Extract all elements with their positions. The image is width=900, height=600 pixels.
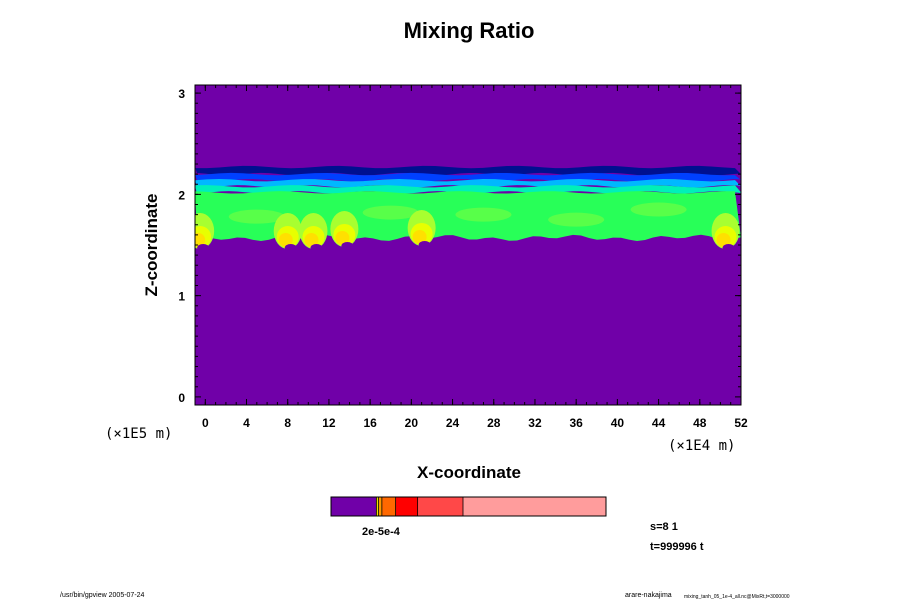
layer-band — [195, 178, 741, 188]
y-axis-unit: (×1E5 m) — [105, 426, 172, 442]
x-tick-label: 20 — [405, 416, 419, 430]
x-tick-label: 28 — [487, 416, 501, 430]
plume — [299, 213, 328, 252]
plume — [273, 213, 302, 252]
layer-band — [195, 185, 741, 194]
x-tick-label: 48 — [693, 416, 707, 430]
y-axis-ticks: 0 1 2 3 — [178, 87, 741, 405]
green-patch — [548, 212, 605, 227]
y-tick-label: 3 — [178, 87, 185, 101]
colorbar-segment — [378, 497, 382, 516]
plume — [407, 209, 436, 249]
y-tick-label: 1 — [178, 290, 185, 304]
y-tick-label: 0 — [178, 391, 185, 405]
footer-left: /usr/bin/gpview 2005-07-24 — [60, 592, 145, 599]
x-tick-label: 8 — [284, 416, 291, 430]
x-tick-label: 4 — [243, 416, 250, 430]
x-axis-label: X-coordinate — [417, 463, 521, 482]
colorbar-segment — [395, 497, 418, 516]
green-patch — [228, 209, 285, 224]
colorbar-label: 2e-5e-4 — [362, 526, 401, 538]
x-tick-label: 24 — [446, 416, 460, 430]
x-tick-label: 12 — [322, 416, 336, 430]
colorbar-segment — [376, 497, 379, 516]
colorbar-segment — [463, 497, 606, 516]
x-axis-ticks: 0 4 8 12 16 20 24 28 32 36 40 44 48 52 — [202, 85, 748, 430]
colorbar — [330, 496, 607, 517]
x-tick-label: 40 — [611, 416, 625, 430]
layer-band — [195, 172, 741, 182]
plume — [711, 213, 740, 252]
footer-right-user: arare-nakajima — [625, 592, 672, 599]
plume — [330, 210, 359, 250]
stat-s: s=8 1 — [650, 521, 678, 533]
x-tick-label: 16 — [363, 416, 377, 430]
y-tick-label: 2 — [178, 188, 185, 202]
colorbar-frame — [330, 496, 607, 517]
x-tick-label: 36 — [569, 416, 583, 430]
stat-t: t=999996 t — [650, 541, 704, 553]
colorbar-segment — [381, 497, 396, 516]
layer-band — [195, 165, 741, 176]
background-field — [195, 85, 741, 405]
colorbar-segment — [331, 497, 377, 516]
x-axis-unit: (×1E4 m) — [668, 438, 735, 454]
plume — [195, 213, 215, 252]
heatmap-field — [195, 85, 741, 405]
x-tick-label: 0 — [202, 416, 209, 430]
x-tick-label: 52 — [734, 416, 748, 430]
colorbar-segment — [417, 497, 463, 516]
green-patch — [362, 205, 419, 220]
green-patch — [455, 207, 512, 222]
x-tick-label: 44 — [652, 416, 666, 430]
y-axis-label: Z-coordinate — [142, 194, 161, 297]
x-tick-label: 32 — [528, 416, 542, 430]
footer-right-file: mixing_tanh_05_1e-4_all.nc@MixRt,t=30000… — [684, 594, 790, 600]
plot-area — [194, 84, 742, 406]
green-patch — [630, 202, 687, 217]
chart-title: Mixing Ratio — [404, 18, 535, 43]
